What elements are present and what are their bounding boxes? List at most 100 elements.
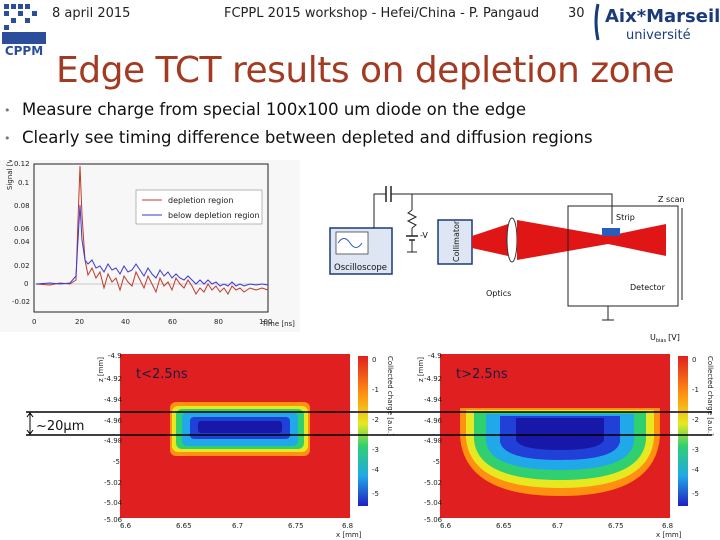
svg-text:-4.98: -4.98 xyxy=(104,437,122,445)
ytick: 0.08 xyxy=(14,202,30,210)
page-number: 30 xyxy=(568,6,585,21)
width-annotation: ~20µm xyxy=(36,419,84,434)
svg-text:-4.98: -4.98 xyxy=(424,437,442,445)
bullet-text: Measure charge from special 100x100 um d… xyxy=(22,100,526,119)
waveform-xlabel: Time [ns] xyxy=(261,320,295,328)
laser-beam-focused xyxy=(517,220,608,260)
svg-text:-4.92: -4.92 xyxy=(424,375,442,383)
svg-text:6.6: 6.6 xyxy=(440,522,452,530)
header-title: FCPPL 2015 workshop - Hefei/China - P. P… xyxy=(224,6,540,21)
collimator-box xyxy=(437,219,473,265)
laser-beam xyxy=(472,224,508,256)
waveform-ylabel: Signal [V] xyxy=(6,160,14,190)
svg-text:-3: -3 xyxy=(692,446,699,454)
svg-text:-4.92: -4.92 xyxy=(104,375,122,383)
svg-text:6.8: 6.8 xyxy=(342,522,353,530)
map-zlabel: Collected charge [a.u.] xyxy=(706,356,714,436)
xtick: 60 xyxy=(168,318,177,326)
map-blob-late xyxy=(460,408,660,496)
optics-label: Optics xyxy=(486,289,511,298)
svg-text:-5: -5 xyxy=(113,458,120,466)
svg-text:-5: -5 xyxy=(372,490,379,498)
svg-text:6.65: 6.65 xyxy=(176,522,192,530)
svg-text:6.7: 6.7 xyxy=(232,522,243,530)
ytick: 0 xyxy=(24,280,28,288)
amu-logo-line1: Aix*Marseille xyxy=(605,6,720,27)
amu-logo: Aix*Marseille université xyxy=(594,3,720,43)
charge-map-early: z [mm] t<2.5ns -4.9 -4.92 -4.94 -4.96 -4… xyxy=(97,352,394,539)
ytick: 0.1 xyxy=(18,179,29,187)
width-arrow-heads xyxy=(26,412,34,435)
svg-text:-2: -2 xyxy=(692,416,699,424)
zscan-label: Z scan xyxy=(658,195,685,204)
svg-text:-4: -4 xyxy=(372,466,380,474)
bullet-list: • Measure charge from special 100x100 um … xyxy=(4,96,593,152)
ytick: 0.06 xyxy=(14,225,30,233)
cppm-logo: CPPM xyxy=(2,4,46,62)
wire xyxy=(391,193,613,224)
svg-text:-5.06: -5.06 xyxy=(104,516,123,524)
below-depletion-series-line xyxy=(35,204,269,287)
legend-below-label: below depletion region xyxy=(168,211,260,220)
map-blob-early xyxy=(170,402,310,456)
bullet-dot-icon: • xyxy=(4,103,11,117)
map-label-early: t<2.5ns xyxy=(136,367,188,382)
svg-text:-4.9: -4.9 xyxy=(108,352,122,360)
xtick: 40 xyxy=(121,318,130,326)
xtick: 80 xyxy=(214,318,223,326)
ytick: -0.02 xyxy=(12,298,30,306)
svg-text:0: 0 xyxy=(372,356,376,364)
tct-setup-diagram: Oscilloscope -V Collimator Optics Strip … xyxy=(329,186,685,344)
svg-text:6.6: 6.6 xyxy=(120,522,132,530)
bullet-item: • Measure charge from special 100x100 um … xyxy=(4,96,593,124)
svg-text:-4.94: -4.94 xyxy=(424,396,443,404)
svg-text:-4.94: -4.94 xyxy=(104,396,123,404)
map-ylabel: z [mm] xyxy=(97,357,105,382)
slide-title: Edge TCT results on depletion zone xyxy=(56,50,675,91)
oscilloscope-screen xyxy=(335,231,369,255)
optics-lens xyxy=(506,217,518,263)
color-scale xyxy=(358,356,368,506)
svg-text:-5: -5 xyxy=(433,458,440,466)
svg-text:-5.06: -5.06 xyxy=(424,516,443,524)
map-ylabel: z [mm] xyxy=(417,357,425,382)
oscilloscope-trace-icon xyxy=(337,238,363,248)
svg-text:6.7: 6.7 xyxy=(552,522,563,530)
charge-map-late: z [mm] t>2.5ns -4.9 -4.92 -4.94 -4.96 -4… xyxy=(417,352,714,539)
depletion-series-line xyxy=(35,165,269,295)
svg-text:-5.02: -5.02 xyxy=(424,479,442,487)
map-xlabel: x [mm] xyxy=(336,531,362,539)
svg-text:-5.02: -5.02 xyxy=(104,479,122,487)
wire xyxy=(373,193,386,228)
collimator-label: Collimator xyxy=(452,220,461,262)
map-xlabel: x [mm] xyxy=(656,531,682,539)
strip-marker xyxy=(602,228,620,236)
resistor-icon xyxy=(406,209,418,229)
waveform-legend xyxy=(135,189,263,225)
legend-depletion-label: depletion region xyxy=(168,196,233,205)
svg-text:-5: -5 xyxy=(692,490,699,498)
svg-text:-4.96: -4.96 xyxy=(104,417,123,425)
xtick: 100 xyxy=(259,318,272,326)
hv-label: -V xyxy=(420,231,428,240)
ubias-label: Ubias [V] xyxy=(650,333,680,344)
svg-text:-4.9: -4.9 xyxy=(428,352,442,360)
waveform-frame xyxy=(33,163,269,313)
xtick: 20 xyxy=(75,318,84,326)
svg-text:-4: -4 xyxy=(692,466,700,474)
waveform-plot: Signal [V] Time [ns] 0.12 0.1 0.08 0.06 … xyxy=(0,160,300,332)
svg-text:-2: -2 xyxy=(372,416,379,424)
detector-label: Detector xyxy=(630,283,666,292)
svg-text:0: 0 xyxy=(692,356,696,364)
laser-beam-diverging xyxy=(608,224,666,256)
slide-header: 8 april 2015 FCPPL 2015 workshop - Hefei… xyxy=(0,0,720,28)
map-label-late: t>2.5ns xyxy=(456,367,508,382)
ytick: 0.12 xyxy=(14,160,30,168)
charge-maps: z [mm] t<2.5ns -4.9 -4.92 -4.94 -4.96 -4… xyxy=(26,352,714,539)
strip-label: Strip xyxy=(616,213,635,222)
svg-text:6.65: 6.65 xyxy=(496,522,512,530)
cppm-logo-text: CPPM xyxy=(5,44,43,58)
bullet-text: Clearly see timing difference between de… xyxy=(22,128,593,147)
xtick: 0 xyxy=(32,318,36,326)
svg-text:-5.04: -5.04 xyxy=(424,499,443,507)
